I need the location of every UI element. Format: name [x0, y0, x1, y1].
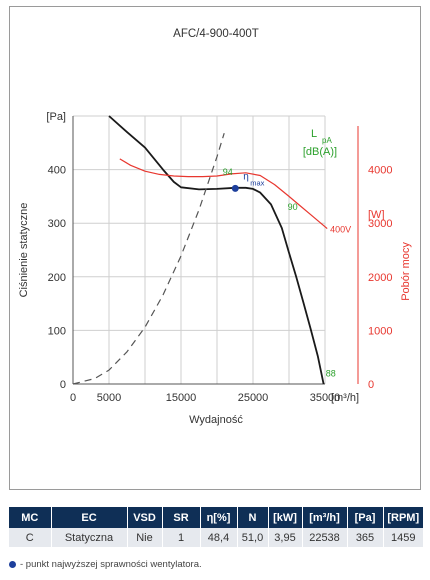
- table-cell: C: [9, 528, 52, 547]
- fan-curve-chart: 0 100 200 300 400 [Pa] 0 1000 2000 3000 4000 [W] 0 50…: [18, 28, 412, 426]
- footnote: - punkt najwyższej sprawności wentylator…: [9, 559, 202, 570]
- table-row: C Statyczna Nie 1 48,4 51,0 3,95 22538 365 1459: [9, 528, 423, 547]
- table-cell: Statyczna: [51, 528, 128, 547]
- x-tick-label: 35000: [310, 392, 341, 404]
- x-tick-label: 5000: [97, 392, 121, 404]
- noise-level-label: 90: [288, 202, 298, 212]
- x-tick-label: 0: [70, 392, 76, 404]
- y2-tick-label: 1000: [368, 325, 392, 337]
- table-header-cell: [Pa]: [347, 507, 384, 528]
- chart-panel: 0 100 200 300 400 [Pa] 0 1000 2000 3000 4000 [W] 0 50…: [9, 6, 421, 490]
- chart-title: AFC/4-900-400T: [173, 28, 259, 40]
- x-tick-label: 25000: [238, 392, 269, 404]
- table-header-cell: MC: [9, 507, 52, 528]
- y-tick-label: 200: [48, 272, 66, 284]
- table-cell: 1459: [383, 528, 423, 547]
- table-header-cell: N: [237, 507, 269, 528]
- eta-label: η: [243, 171, 249, 182]
- y-axis-label: Ciśnienie statyczne: [18, 203, 30, 298]
- eta-sub-label: max: [250, 178, 264, 187]
- y2-tick-label: 3000: [368, 218, 392, 230]
- table-header-cell: VSD: [127, 507, 163, 528]
- y-unit-label: [Pa]: [46, 111, 66, 123]
- noise-level-label: 94: [223, 167, 233, 177]
- lpa-unit-label: [dB(A)]: [303, 146, 337, 158]
- table-cell: 3,95: [268, 528, 303, 547]
- table-cell: 365: [347, 528, 384, 547]
- system-curve-line: [72, 133, 225, 385]
- table-cell: 22538: [302, 528, 348, 547]
- x-tick-label: 15000: [166, 392, 197, 404]
- efficiency-point-icon: [9, 561, 16, 568]
- table-cell: 1: [162, 528, 201, 547]
- y2-axis-label: Pobór mocy: [400, 242, 412, 301]
- y2-unit-label: [W]: [368, 209, 385, 221]
- table-cell: Nie: [127, 528, 163, 547]
- noise-level-label: 88: [326, 368, 336, 378]
- y2-tick-label: 0: [368, 379, 374, 391]
- table-header-cell: EC: [51, 507, 128, 528]
- pressure-line: [108, 115, 325, 385]
- lpa-sub-label: pA: [322, 136, 332, 145]
- y-tick-label: 300: [48, 218, 66, 230]
- table-header-cell: [m³/h]: [302, 507, 348, 528]
- table-cell: 51,0: [237, 528, 269, 547]
- y2-tick-label: 4000: [368, 165, 392, 177]
- power-series-label: 400V: [330, 225, 351, 235]
- table-header-cell: [RPM]: [383, 507, 423, 528]
- y-tick-label: 0: [60, 379, 66, 391]
- lpa-label: L: [311, 128, 317, 140]
- fan-parameters-table: MC EC VSD SR η[%] N [kW] [m³/h] [Pa] [RPM] C Staty…: [9, 507, 423, 547]
- y2-tick-label: 2000: [368, 272, 392, 284]
- footnote-text: - punkt najwyższej sprawności wentylator…: [20, 559, 202, 570]
- table-header-cell: SR: [162, 507, 201, 528]
- eta-max-point: [231, 184, 239, 192]
- x-axis-label: Wydajność: [189, 414, 243, 426]
- table-header-row: MC EC VSD SR η[%] N [kW] [m³/h] [Pa] [RPM]: [9, 507, 423, 528]
- table-header-cell: [kW]: [268, 507, 303, 528]
- table-header-cell: η[%]: [200, 507, 238, 528]
- y-tick-label: 400: [48, 165, 66, 177]
- x-unit-label: [m³/h]: [331, 392, 359, 404]
- power-line: [119, 158, 328, 230]
- table-cell: 48,4: [200, 528, 238, 547]
- y-tick-label: 100: [48, 325, 66, 337]
